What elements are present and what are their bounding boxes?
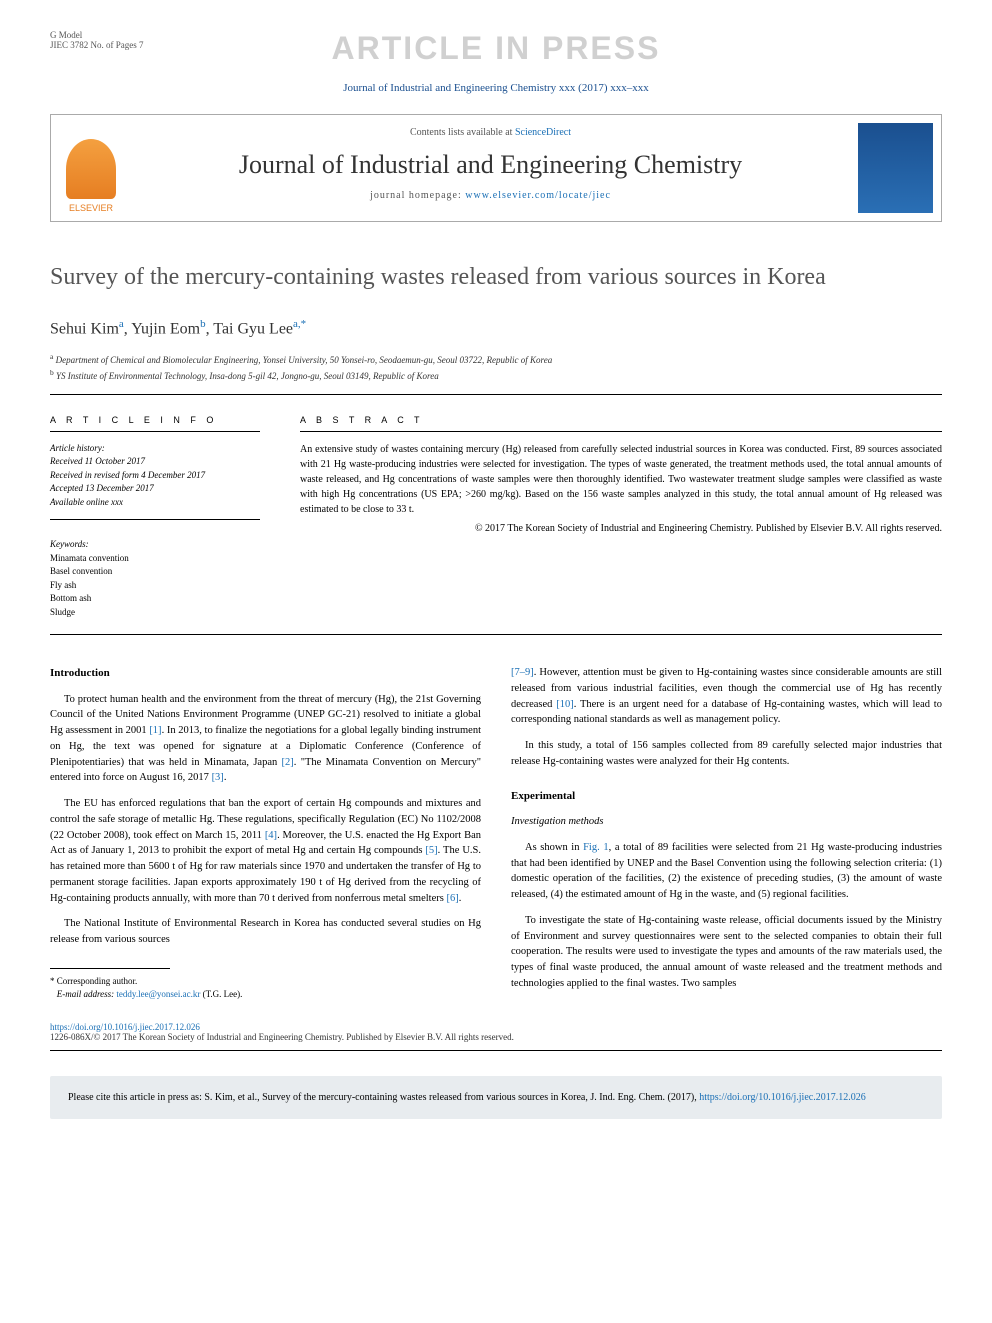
received-date: Received 11 October 2017 (50, 456, 145, 466)
col2-para-2: In this study, a total of 156 samples co… (511, 738, 942, 770)
ref-1-link[interactable]: [1] (149, 725, 161, 736)
journal-cover-thumbnail[interactable] (858, 123, 933, 213)
elsevier-tree-icon (66, 139, 116, 199)
email-suffix: (T.G. Lee). (200, 989, 242, 999)
cover-image (858, 123, 933, 213)
email-line: E-mail address: teddy.lee@yonsei.ac.kr (… (50, 988, 481, 1002)
investigation-methods-subheading: Investigation methods (511, 814, 942, 830)
homepage-prefix: journal homepage: (370, 190, 465, 201)
article-title: Survey of the mercury-containing wastes … (50, 262, 942, 293)
affil-sup-b: b (50, 368, 54, 377)
abstract-copyright: © 2017 The Korean Society of Industrial … (300, 521, 942, 536)
homepage-line: journal homepage: www.elsevier.com/locat… (143, 190, 838, 201)
ref-2-link[interactable]: [2] (282, 757, 294, 768)
journal-name: Journal of Industrial and Engineering Ch… (143, 150, 838, 180)
intro-para-2: The EU has enforced regulations that ban… (50, 796, 481, 906)
intro-para-1: To protect human health and the environm… (50, 692, 481, 787)
keyword-1: Minamata convention (50, 553, 129, 563)
online-date: Available online xxx (50, 497, 123, 507)
intro-para-3: The National Institute of Environmental … (50, 916, 481, 948)
contents-available-line: Contents lists available at ScienceDirec… (143, 127, 838, 138)
history-label: Article history: (50, 442, 260, 456)
ref-7-9-link[interactable]: [7–9] (511, 667, 534, 678)
authors-line: Sehui Kima, Yujin Eomb, Tai Gyu Leea,* (50, 318, 942, 338)
elsevier-label: ELSEVIER (69, 203, 113, 213)
contents-prefix: Contents lists available at (410, 127, 515, 138)
ref-5-link[interactable]: [5] (425, 845, 437, 856)
doi-link[interactable]: https://doi.org/10.1016/j.jiec.2017.12.0… (50, 1022, 200, 1032)
cite-doi-link[interactable]: https://doi.org/10.1016/j.jiec.2017.12.0… (699, 1092, 865, 1103)
footnote-separator (50, 968, 170, 969)
elsevier-logo[interactable]: ELSEVIER (51, 115, 131, 221)
experimental-heading: Experimental (511, 788, 942, 805)
article-in-press-watermark: ARTICLE IN PRESS (50, 30, 942, 67)
journal-header-box: ELSEVIER Contents lists available at Sci… (50, 114, 942, 222)
author-3-affil[interactable]: a,* (293, 318, 306, 330)
exp-para-1: As shown in Fig. 1, a total of 89 facili… (511, 840, 942, 903)
citation-box: Please cite this article in press as: S.… (50, 1076, 942, 1119)
keyword-4: Bottom ash (50, 593, 91, 603)
header-center: Contents lists available at ScienceDirec… (131, 115, 850, 221)
author-2-affil[interactable]: b (200, 318, 206, 330)
author-1-affil[interactable]: a (119, 318, 124, 330)
affiliations: a Department of Chemical and Biomolecula… (50, 351, 942, 395)
bottom-copyright: 1226-086X/© 2017 The Korean Society of I… (50, 1032, 942, 1051)
article-info-heading: A R T I C L E I N F O (50, 415, 260, 432)
sciencedirect-link[interactable]: ScienceDirect (515, 127, 571, 138)
ref-3-link[interactable]: [3] (212, 772, 224, 783)
doi-line: https://doi.org/10.1016/j.jiec.2017.12.0… (50, 1022, 942, 1032)
abstract-text: An extensive study of wastes containing … (300, 442, 942, 517)
keywords-block: Keywords: Minamata convention Basel conv… (50, 538, 260, 619)
journal-citation-top: Journal of Industrial and Engineering Ch… (50, 82, 942, 94)
keyword-5: Sludge (50, 607, 75, 617)
abstract-heading: A B S T R A C T (300, 415, 942, 432)
cite-prefix: Please cite this article in press as: S.… (68, 1092, 699, 1103)
affiliation-b: b YS Institute of Environmental Technolo… (50, 367, 942, 384)
keywords-label: Keywords: (50, 538, 260, 552)
corresponding-author-note: * Corresponding author. (50, 975, 481, 989)
fig-1-link[interactable]: Fig. 1 (583, 842, 609, 853)
info-abstract-row: A R T I C L E I N F O Article history: R… (50, 415, 942, 636)
introduction-heading: Introduction (50, 665, 481, 682)
affil-text-b: YS Institute of Environmental Technology… (56, 371, 439, 381)
accepted-date: Accepted 13 December 2017 (50, 483, 154, 493)
ref-6-link[interactable]: [6] (446, 893, 458, 904)
affil-sup-a: a (50, 352, 53, 361)
footnotes: * Corresponding author. E-mail address: … (50, 975, 481, 1002)
affiliation-a: a Department of Chemical and Biomolecula… (50, 351, 942, 368)
revised-date: Received in revised form 4 December 2017 (50, 470, 205, 480)
col2-para-1: [7–9]. However, attention must be given … (511, 665, 942, 728)
corresponding-email-link[interactable]: teddy.lee@yonsei.ac.kr (116, 989, 200, 999)
ref-10-link[interactable]: [10] (556, 699, 574, 710)
author-3[interactable]: Tai Gyu Lee (213, 321, 293, 338)
article-info-column: A R T I C L E I N F O Article history: R… (50, 415, 260, 620)
body-column-left: Introduction To protect human health and… (50, 665, 481, 1002)
abstract-column: A B S T R A C T An extensive study of wa… (300, 415, 942, 620)
body-column-right: [7–9]. However, attention must be given … (511, 665, 942, 1002)
keyword-2: Basel convention (50, 566, 112, 576)
keyword-3: Fly ash (50, 580, 76, 590)
homepage-link[interactable]: www.elsevier.com/locate/jiec (465, 190, 611, 201)
exp-para-2: To investigate the state of Hg-containin… (511, 913, 942, 992)
affil-text-a: Department of Chemical and Biomolecular … (56, 355, 553, 365)
author-2[interactable]: Yujin Eom (131, 321, 200, 338)
body-two-columns: Introduction To protect human health and… (50, 665, 942, 1002)
ref-4-link[interactable]: [4] (265, 830, 277, 841)
article-history: Article history: Received 11 October 201… (50, 442, 260, 521)
email-label: E-mail address: (57, 989, 117, 999)
author-1[interactable]: Sehui Kim (50, 321, 119, 338)
